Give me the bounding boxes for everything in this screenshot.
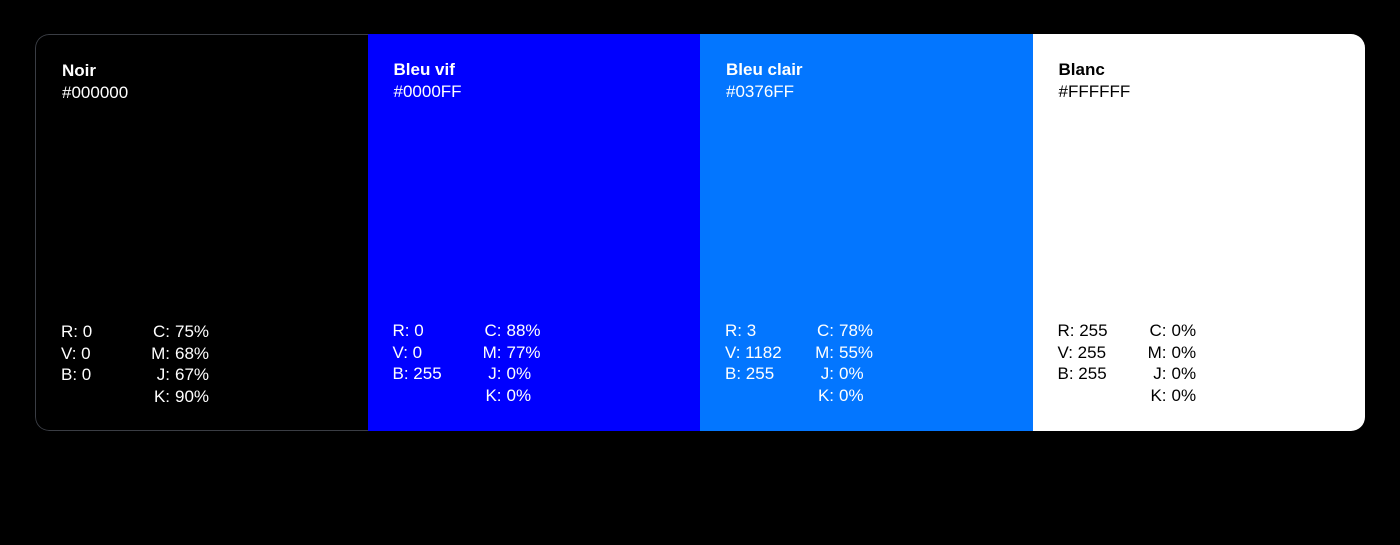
cmyk-label: M:: [151, 343, 170, 363]
cmyk-value: 68%: [175, 343, 210, 363]
rgb-values: R: 0 V: 0 B: 0: [61, 321, 92, 386]
cmyk-line: J: 0%: [800, 363, 873, 385]
cmyk-line: M: 0%: [1133, 342, 1197, 364]
rgb-values: R: 0 V: 0 B: 255: [393, 320, 442, 385]
cmyk-value: 88%: [506, 321, 541, 340]
cmyk-value: 78%: [839, 321, 874, 340]
color-hex: #0376FF: [726, 82, 795, 101]
cmyk-value: 0%: [1171, 364, 1197, 384]
rgb-line: R: 255: [1057, 321, 1108, 340]
cmyk-label: C:: [484, 321, 502, 340]
cmyk-label: M:: [815, 342, 834, 362]
rgb-line: R: 3: [725, 321, 757, 340]
cmyk-line: C: 75%: [136, 321, 209, 343]
cmyk-label: K:: [485, 386, 502, 406]
color-swatch: Bleu clair #0376FF R: 3 V: 1182 B: 255 C: 78% M…: [700, 34, 1033, 431]
rgb-values: R: 3 V: 1182 B: 255: [725, 320, 782, 385]
color-hex: #0000FF: [393, 82, 462, 101]
cmyk-value: 55%: [839, 342, 874, 362]
cmyk-value: 67%: [175, 365, 210, 385]
cmyk-label: J:: [1153, 364, 1167, 384]
color-name: Blanc: [1058, 60, 1105, 79]
rgb-line: R: 0: [61, 322, 93, 341]
cmyk-line: M: 77%: [468, 342, 541, 364]
cmyk-value: 0%: [1171, 342, 1197, 362]
rgb-line: V: 255: [1057, 342, 1107, 362]
cmyk-value: 75%: [175, 322, 210, 341]
cmyk-line: J: 0%: [1133, 363, 1197, 385]
color-name: Bleu vif: [393, 60, 455, 79]
cmyk-value: 0%: [839, 364, 864, 384]
cmyk-label: K:: [817, 386, 834, 406]
rgb-line: V: 1182: [725, 342, 782, 362]
color-name: Bleu clair: [726, 60, 803, 79]
cmyk-line: C: 78%: [800, 320, 873, 342]
color-hex: #000000: [62, 83, 129, 102]
color-name: Noir: [62, 61, 96, 80]
cmyk-label: C:: [153, 322, 170, 341]
cmyk-line: K: 90%: [136, 386, 209, 408]
cmyk-line: J: 67%: [136, 364, 209, 386]
rgb-line: B: 255: [392, 364, 442, 384]
cmyk-line: M: 55%: [800, 342, 873, 364]
rgb-values: R: 255 V: 255 B: 255: [1058, 320, 1108, 385]
color-hex: #FFFFFF: [1058, 82, 1131, 101]
cmyk-label: J:: [488, 364, 502, 384]
cmyk-label: C:: [817, 321, 834, 340]
cmyk-line: C: 0%: [1133, 320, 1197, 342]
cmyk-value: 90%: [175, 387, 210, 407]
cmyk-values: C: 75% M: 68% J: 67% K: 90%: [136, 321, 209, 408]
rgb-line: R: 0: [392, 321, 424, 340]
cmyk-value: 77%: [506, 342, 541, 362]
rgb-line: B: 255: [1057, 364, 1107, 384]
cmyk-values: C: 78% M: 55% J: 0% K: 0%: [800, 320, 873, 407]
cmyk-value: 0%: [1171, 386, 1197, 406]
cmyk-label: K:: [1150, 386, 1167, 406]
cmyk-value: 0%: [506, 364, 532, 384]
cmyk-values: C: 88% M: 77% J: 0% K: 0%: [468, 320, 541, 407]
cmyk-value: 0%: [839, 386, 864, 406]
cmyk-label: M:: [482, 342, 502, 362]
cmyk-label: M:: [1147, 342, 1167, 362]
cmyk-line: C: 88%: [468, 320, 541, 342]
cmyk-line: K: 0%: [468, 385, 541, 407]
cmyk-line: K: 0%: [800, 385, 873, 407]
rgb-line: V: 0: [392, 342, 423, 362]
cmyk-line: J: 0%: [468, 363, 541, 385]
rgb-line: B: 255: [725, 364, 775, 384]
cmyk-label: C:: [1149, 321, 1167, 340]
cmyk-line: M: 68%: [136, 343, 209, 365]
color-swatch: Blanc #FFFFFF R: 255 V: 255 B: 255 C: 0% M: 0% J:…: [1032, 34, 1365, 431]
cmyk-value: 0%: [1171, 321, 1197, 340]
rgb-line: B: 0: [61, 365, 92, 385]
cmyk-label: K:: [153, 387, 170, 407]
rgb-line: V: 0: [61, 343, 91, 363]
cmyk-values: C: 0% M: 0% J: 0% K: 0%: [1133, 320, 1197, 407]
cmyk-label: J:: [820, 364, 834, 384]
color-swatch: Bleu vif #0000FF R: 0 V: 0 B: 255 C: 88% M: 77% J…: [367, 34, 700, 431]
color-swatch: Noir #000000 R: 0 V: 0 B: 0 C: 75% M: 68% J: 67% K:…: [35, 34, 368, 431]
cmyk-label: J:: [156, 365, 170, 385]
cmyk-line: K: 0%: [1133, 385, 1197, 407]
palette-card: Noir #000000 R: 0 V: 0 B: 0 C: 75% M: 68% J: 67% K:…: [35, 34, 1365, 431]
cmyk-value: 0%: [506, 386, 532, 406]
